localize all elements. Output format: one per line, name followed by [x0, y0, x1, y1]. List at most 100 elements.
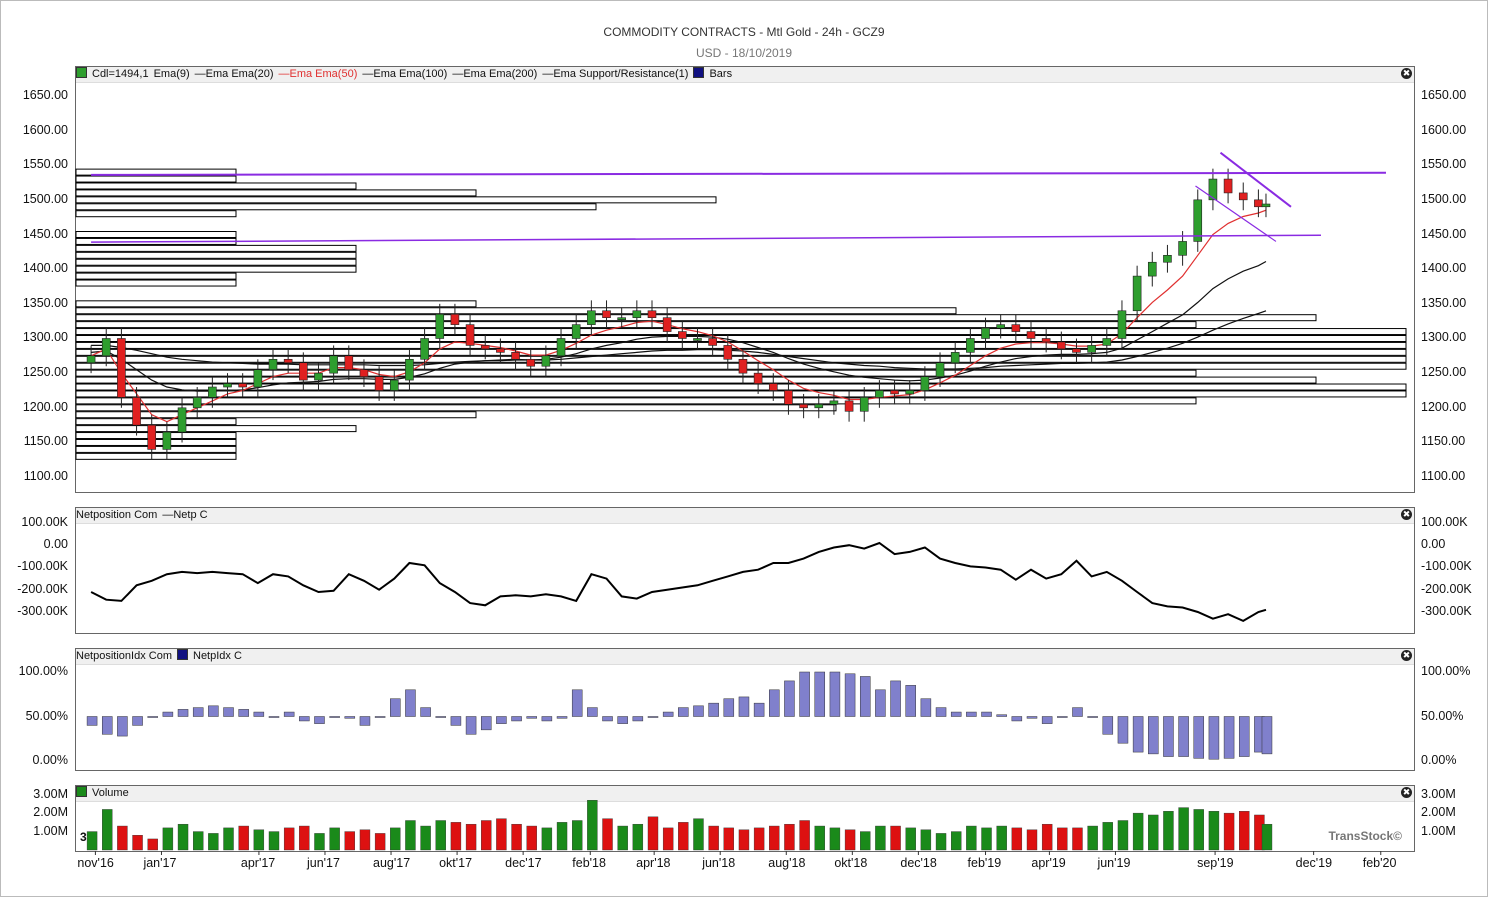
volume-bar [162, 827, 174, 851]
legend-ema100: —Ema Ema(100) [362, 68, 448, 80]
volume-bar [132, 835, 143, 851]
netidx-bar [1208, 716, 1220, 760]
x-axis-label: jan'17 [143, 856, 177, 870]
close-panel-icon[interactable]: ✖ [1401, 509, 1412, 520]
support-line [91, 234, 1321, 243]
netidx-bar [708, 702, 719, 717]
close-panel-icon[interactable]: ✖ [1401, 650, 1412, 661]
resistance-line [91, 171, 1386, 176]
legend-ema200: —Ema Ema(200) [452, 68, 538, 80]
volume-bar [299, 825, 310, 851]
candle-body [329, 355, 338, 374]
candle-body [829, 400, 839, 405]
netidx-bar [374, 716, 386, 718]
netidx-bar [511, 716, 522, 722]
netidx-bar [238, 709, 249, 717]
volume-bar [283, 827, 295, 851]
volume-swatch-icon [76, 786, 87, 797]
trend-line-down [1219, 151, 1292, 208]
x-axis-label: feb'19 [967, 856, 1002, 870]
candle-body [723, 345, 733, 360]
price-volume-bar [75, 231, 237, 239]
y-axis-label-right: 1450.00 [1421, 226, 1467, 241]
volume-bar [374, 833, 386, 851]
candle-body [950, 352, 960, 364]
candle-body [1163, 255, 1172, 263]
legend-volume: Volume [92, 787, 129, 799]
netidx-bar [905, 685, 916, 717]
candle-body [359, 369, 369, 377]
volume-bar [860, 831, 871, 851]
netidx-bar [314, 716, 325, 724]
volume-bar [1057, 827, 1068, 851]
volume-bar [920, 829, 932, 851]
x-axis-label: dec'19 [1295, 856, 1333, 870]
candle-body [526, 358, 536, 367]
price-volume-bar [75, 175, 237, 183]
price-volume-bar [75, 369, 1197, 377]
volume-bar [1178, 807, 1189, 851]
chart-subtitle: USD - 18/10/2019 [695, 46, 793, 60]
netidx-bar [496, 716, 507, 724]
volume-bar [814, 825, 825, 851]
candle-body [632, 310, 642, 318]
y-axis-label-right: -100.00K [1421, 559, 1472, 574]
y-axis-label-left: -200.00K [17, 581, 68, 596]
close-panel-icon[interactable]: ✖ [1401, 68, 1412, 79]
volume-bar [875, 825, 886, 851]
volume-bar [329, 827, 340, 851]
candle-body [496, 348, 505, 353]
netidx-bar [769, 689, 780, 717]
candle-body [753, 372, 763, 384]
netidx-bar [920, 698, 932, 717]
netidx-bar [753, 702, 765, 717]
netidx-bar [647, 716, 659, 718]
candle-body [1057, 341, 1066, 350]
price-volume-bar [75, 265, 357, 273]
candle-body [920, 376, 930, 391]
netidx-bar [1011, 716, 1023, 722]
volume-bar [344, 831, 355, 851]
trend-line-lower [1195, 185, 1277, 242]
volume-bar [1193, 809, 1204, 851]
volume-bar [1148, 814, 1159, 851]
candle-body [162, 431, 172, 450]
x-axis-label: feb'18 [572, 856, 606, 870]
netidx-bar [117, 716, 128, 737]
y-axis-label-right: 2.00M [1421, 805, 1456, 820]
candle-body [556, 338, 566, 357]
netposition-panel[interactable]: Netposition Com —Netp C ✖ [75, 507, 1415, 634]
volume-bar [799, 820, 810, 851]
x-axis-label: jun'17 [306, 856, 340, 870]
legend-support-resistance: —Ema Support/Resistance(1) [542, 68, 689, 80]
candle-body [905, 390, 915, 395]
candle-body [784, 390, 793, 405]
netidx-bar [1026, 716, 1038, 719]
y-axis-label-left: 1450.00 [22, 226, 68, 241]
volume-bar [1041, 823, 1053, 851]
netidx-bar [268, 716, 280, 718]
netidx-bar [723, 698, 735, 717]
netidx-bar [784, 680, 795, 717]
price-panel[interactable]: Cdl=1494,1 Ema(9) —Ema Ema(20) —Ema Ema(50)… [75, 66, 1415, 493]
close-panel-icon[interactable]: ✖ [1401, 787, 1412, 798]
legend-netposition: Netposition Com [76, 509, 158, 521]
netidx-bar [223, 707, 234, 717]
ema-slow-line [91, 310, 1267, 370]
candle-body [1147, 261, 1157, 277]
volume-bar [102, 809, 113, 851]
volume-bar [738, 829, 750, 851]
netidx-bar [1148, 716, 1159, 755]
price-volume-bar [75, 307, 957, 315]
y-axis-label-right: 1100.00 [1421, 469, 1466, 484]
netidx-bar [859, 676, 871, 717]
candle-body [890, 390, 899, 395]
ema-mid-line [91, 260, 1267, 392]
y-axis-label-right: 1500.00 [1421, 191, 1467, 206]
netidx-bar [1041, 716, 1053, 724]
candle-body [435, 313, 445, 339]
price-volume-bar [75, 251, 357, 259]
candle-body [1102, 338, 1112, 346]
volume-bar [359, 829, 371, 851]
chart-title: COMMODITY CONTRACTS - Mtl Gold - 24h - G… [603, 25, 885, 39]
